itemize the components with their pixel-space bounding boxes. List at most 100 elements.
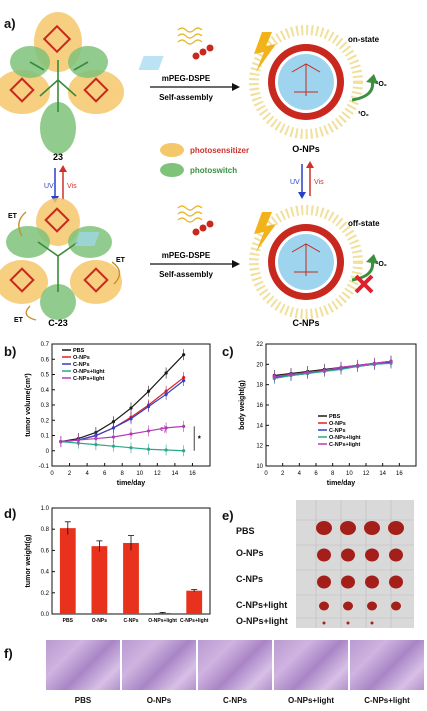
- reagent-bottom: mPEG-DSPE: [162, 251, 211, 260]
- legend-entry: O-NPs+light: [73, 369, 105, 375]
- x-tick-label: 12: [363, 471, 370, 477]
- nanoparticle-o-nps: [249, 25, 363, 139]
- y-tick-label: 22: [256, 342, 263, 348]
- x-tick-label: 6: [314, 471, 318, 477]
- y-axis-label: body weight(g): [239, 380, 246, 430]
- x-tick-label: 14: [379, 471, 386, 477]
- x-tick-label: 0: [50, 471, 54, 477]
- x-tick-label: 10: [136, 471, 143, 477]
- y-tick-label: 0.2: [41, 418, 50, 424]
- reagent-top: mPEG-DSPE: [162, 74, 211, 83]
- np-top-label: O-NPs: [292, 144, 320, 154]
- legend-photoswitch: photoswitch: [190, 166, 237, 175]
- histology-o-nps: [122, 640, 196, 690]
- data-point: [146, 447, 151, 451]
- data-point: [182, 353, 186, 357]
- x-tick-label: C-NPs: [123, 618, 138, 624]
- x-tick-label: 8: [331, 471, 335, 477]
- bar-PBS: [59, 528, 76, 614]
- histology-label-c-nps-light: C-NPs+light: [364, 696, 410, 705]
- histology-label-c-nps: C-NPs: [222, 696, 247, 705]
- chart-body-weight: 0 2 4 6 8 10 12 14 16 10 12 14 16 18 20 22 time/day body …: [239, 342, 417, 487]
- histology-label-pbs: PBS: [74, 696, 92, 705]
- data-point: [182, 449, 186, 453]
- molecule-23-label: 23: [53, 152, 63, 162]
- y-axis-label: tumor weight(g): [25, 535, 32, 588]
- histology-pbs: [46, 640, 120, 690]
- singlet-o2-bottom: ¹O₂: [376, 261, 387, 268]
- y-tick-label: 0.7: [41, 342, 50, 348]
- series-line-C-NPs+light: [274, 360, 392, 378]
- y-tick-label: 14: [256, 423, 263, 429]
- series-line-PBS: [60, 354, 185, 443]
- chart-tumor-volume: 0 2 4 6 8 10 12 14 16-0.100.10.20.30.40.50.60.7t…: [25, 342, 211, 487]
- data-point: [182, 379, 186, 383]
- peg-dspe-icon-bottom: [74, 205, 214, 246]
- legend-entry: O-NPs: [73, 355, 90, 361]
- y-tick-label: 0.0: [41, 612, 50, 618]
- series-line-O-NPs+light: [60, 441, 184, 452]
- legend-entry: PBS: [73, 348, 85, 354]
- y-tick-label: 1.0: [41, 506, 50, 512]
- row-label-c-nps: C-NPs: [236, 574, 264, 584]
- x-axis-label: time/day: [117, 480, 146, 487]
- row-label-pbs: PBS: [236, 526, 255, 536]
- panel-b-letter: b): [4, 344, 17, 359]
- y-tick-label: 16: [256, 403, 263, 409]
- data-point: [111, 420, 116, 424]
- histology-o-nps-light: [274, 640, 348, 690]
- y-tick-label: 0.6: [41, 357, 50, 363]
- data-point: [76, 438, 80, 442]
- photoswitch-swatch: [160, 163, 184, 177]
- x-tick-label: O-NPs: [92, 618, 108, 624]
- panel-a-schematic: 23 UV Vis ET ET ET C-23: [0, 12, 387, 328]
- molecule-c23: [0, 198, 122, 321]
- y-tick-label: 0.3: [41, 403, 50, 409]
- data-point: [389, 359, 393, 363]
- state-bottom: off-state: [348, 219, 380, 228]
- data-point: [164, 371, 168, 375]
- legend-entry: C-NPs: [73, 362, 90, 368]
- x-tick-label: 0: [264, 471, 268, 477]
- y-axis-label: tumor volume(cm³): [25, 373, 32, 436]
- data-point: [372, 361, 376, 365]
- panel-e-letter: e): [222, 508, 234, 523]
- vis-label-left: Vis: [67, 183, 77, 190]
- data-point: [164, 426, 168, 430]
- bar-C-NPs+light: [186, 590, 203, 614]
- bar-C-NPs: [123, 542, 139, 614]
- x-tick-label: PBS: [63, 618, 74, 624]
- y-tick-label: 0.8: [41, 527, 50, 533]
- uv-vis-switch-right: [298, 161, 314, 199]
- x-tick-label: 12: [154, 471, 161, 477]
- data-point: [94, 436, 98, 441]
- blocked-x-icon: [354, 274, 374, 294]
- et-label-2: ET: [116, 257, 126, 264]
- series-line-O-NPs+light: [274, 362, 392, 380]
- data-point: [164, 448, 168, 452]
- data-point: [146, 404, 151, 409]
- data-point: [272, 374, 276, 379]
- data-point: [129, 417, 133, 421]
- legend-photosensitizer: photosensitizer: [190, 146, 249, 155]
- data-point: [111, 435, 116, 439]
- y-tick-label: 0.1: [41, 434, 50, 440]
- x-tick-label: 14: [172, 471, 179, 477]
- y-tick-label: 20: [256, 362, 263, 368]
- data-point: [146, 389, 151, 393]
- x-tick-label: 4: [85, 471, 89, 477]
- data-point: [322, 368, 326, 373]
- state-top: on-state: [348, 35, 380, 44]
- legend-entry: O-NPs: [329, 421, 346, 427]
- tumor-photo: [296, 500, 414, 628]
- photosensitizer-swatch: [160, 143, 184, 157]
- row-label-o-nps-light: O-NPs+light: [236, 616, 288, 626]
- data-point: [111, 444, 116, 448]
- process-top: Self-assembly: [159, 93, 213, 102]
- row-label-c-nps-light: C-NPs+light: [236, 600, 288, 610]
- panel-a-letter: a): [4, 16, 16, 31]
- nanoparticle-c-nps: [249, 205, 363, 319]
- x-tick-label: 16: [189, 471, 196, 477]
- data-point: [94, 443, 98, 447]
- y-tick-label: 18: [256, 383, 263, 389]
